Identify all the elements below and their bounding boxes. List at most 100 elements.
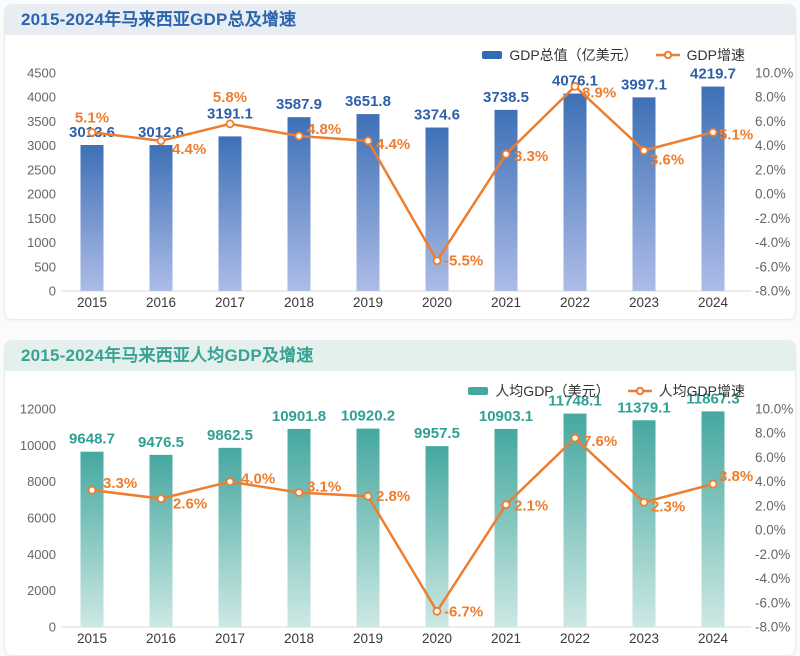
line-series-marker-icon [627,383,652,399]
bar [356,428,380,627]
line-point [225,477,235,487]
line-value-label: 7.6% [583,433,617,450]
bar-value-label: 11379.1 [617,399,670,416]
bar [563,413,587,627]
x-axis-category-label: 2019 [353,631,383,646]
x-axis-category-label: 2017 [215,295,245,310]
line-point [432,256,442,266]
bar-value-label: 3587.9 [276,96,322,113]
x-axis-category-label: 2021 [491,631,521,646]
bar-value-label: 9476.5 [138,434,184,451]
left-axis-tick: 6000 [27,511,56,526]
legend-item-gdp-growth[interactable]: GDP增速 [655,45,745,65]
left-axis-tick: 0 [49,284,56,299]
left-axis-tick: 1500 [27,211,56,226]
line-value-label: 4.4% [376,136,410,153]
bar [80,145,104,291]
line-value-label: 3.3% [103,475,137,492]
left-axis-tick: 3000 [27,138,56,153]
right-axis-tick: -6.0% [755,259,790,274]
right-axis-tick: -8.0% [755,620,790,635]
right-axis-tick: 0.0% [755,523,786,538]
line-point [294,488,304,497]
legend-label-percapita-gdp: 人均GDP（美元） [495,383,610,399]
right-axis-tick: -6.0% [755,595,790,610]
x-axis-category-label: 2018 [284,295,314,310]
bar-value-label: 4219.7 [690,66,736,83]
line-point [639,497,649,507]
legend-label-gdp-total: GDP总值（亿美元） [509,47,638,63]
left-axis-tick: 1000 [27,235,56,250]
line-value-label: 4.8% [307,121,341,138]
x-axis-category-label: 2016 [146,631,176,646]
line-value-label: -5.5% [444,253,483,270]
bar [425,446,449,627]
bar-value-label: 10903.1 [479,408,533,425]
percapita-chart-title: 2015-2024年马来西亚人均GDP及增速 [5,341,795,371]
bar-series-swatch-icon [482,51,503,59]
legend-item-percapita-gdp[interactable]: 人均GDP（美元） [468,381,610,401]
line-value-label: -6.7% [444,603,483,620]
percapita-chart-card: 2015-2024年马来西亚人均GDP及增速 人均GDP（美元） 人均GDP增速 [4,340,796,656]
right-axis-tick: 10.0% [755,66,793,81]
bar-value-label: 3191.1 [207,105,253,122]
bar [218,136,242,291]
right-axis-tick: 8.0% [755,90,786,105]
line-point [432,606,442,616]
line-point [294,131,304,141]
growth-line [90,436,715,613]
bar [632,420,656,627]
bar-value-label: 3374.6 [414,107,460,124]
bar [287,428,311,627]
bar [149,454,173,627]
bar [701,411,725,627]
bar-value-label: 9648.7 [69,431,115,448]
right-axis-tick: -2.0% [755,211,790,226]
x-axis-category-label: 2024 [698,295,729,310]
gdp-chart-area: GDP总值（亿美元） GDP增速 4500 4000 3500 3000 2500 200… [5,35,795,319]
line-value-label: 3.1% [307,479,341,496]
left-axis-tick: 4000 [27,90,56,105]
bar [494,109,518,291]
gdp-chart-canvas: 4500 4000 3500 3000 2500 2000 1500 1000 500 0 10.0… [27,66,793,311]
line-point [225,119,235,129]
line-value-label: 5.1% [719,126,753,143]
line-value-label: 3.8% [719,468,753,485]
bar-value-label: 11867.3 [686,390,739,407]
left-axis-tick: 10000 [20,438,56,453]
line-point [501,149,511,159]
x-axis-category-label: 2017 [215,631,245,646]
line-value-label: 8.9% [582,84,616,101]
bar [356,114,380,291]
bar-value-label: 9862.5 [207,427,253,444]
line-value-label: 3.3% [514,148,548,165]
bar [218,447,242,627]
right-axis-tick: 0.0% [755,187,786,202]
bar-value-label: 9957.5 [414,425,460,442]
right-axis-tick: -4.0% [755,235,790,250]
right-axis-tick: 2.0% [755,162,786,177]
line-point [639,146,649,155]
left-axis-tick: 12000 [20,402,56,417]
x-axis-category-label: 2019 [353,295,383,310]
line-value-label: 2.8% [376,488,410,505]
bar [287,117,311,291]
left-axis-tick: 3500 [27,114,56,129]
line-point [501,500,511,510]
bar [494,428,518,627]
gdp-chart-legend: GDP总值（亿美元） GDP增速 [482,45,745,65]
right-axis-tick: 8.0% [755,426,786,441]
right-axis-tick: 4.0% [755,138,786,153]
bar-value-label: 3997.1 [621,76,667,93]
legend-item-percapita-growth[interactable]: 人均GDP增速 [627,381,745,401]
line-point [87,485,97,495]
percapita-chart-canvas: 12000 10000 8000 6000 4000 2000 0 10.0% 8.0% 6.0%… [20,390,793,646]
legend-item-gdp-total[interactable]: GDP总值（亿美元） [482,45,638,65]
growth-line [90,85,715,262]
right-axis-tick: -8.0% [755,284,790,299]
bar-value-label: 10920.2 [341,408,395,425]
x-axis-category-label: 2015 [77,295,107,310]
bar [701,86,725,291]
line-point [570,433,580,443]
line-value-label: 3.6% [650,152,684,169]
